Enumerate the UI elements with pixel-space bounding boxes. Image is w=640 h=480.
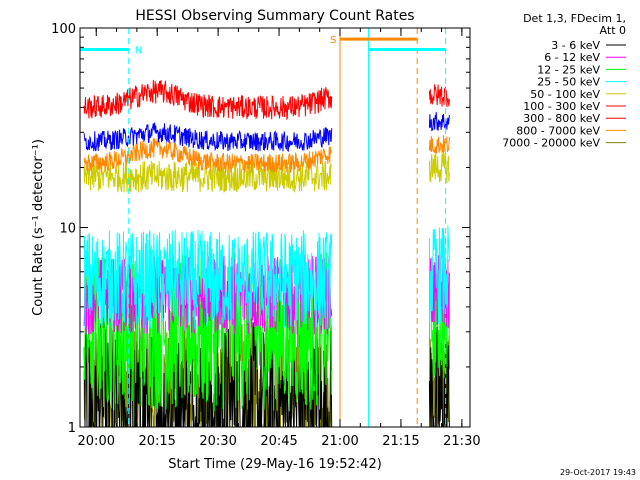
series-trace-7-segment-0 xyxy=(83,138,332,174)
series-trace-7-segment-1 xyxy=(428,135,450,154)
axes-layer: 20:00 20:15 20:30 20:45 21:00 21:15 21:30 1 10 10… xyxy=(51,22,480,449)
series-trace-0-segment-1 xyxy=(428,326,450,428)
legend-label-4: 50 - 100 keV xyxy=(530,88,600,101)
legend-label-1: 6 - 12 keV xyxy=(544,51,600,64)
y-tick-label-2: 100 xyxy=(51,22,76,37)
legend-label-6: 300 - 800 keV xyxy=(523,112,600,125)
legend-label-2: 12 - 25 keV xyxy=(537,63,600,76)
series-trace-9-segment-1 xyxy=(428,112,450,132)
legend-label-3: 25 - 50 keV xyxy=(537,76,600,89)
series-trace-9-segment-0 xyxy=(83,121,333,153)
y-tick-label-1: 10 xyxy=(59,222,76,237)
x-tick-label-2: 20:30 xyxy=(199,434,236,449)
series-trace-5-segment-0 xyxy=(83,79,333,121)
legend-header-line-2: Att 0 xyxy=(600,24,626,37)
x-tick-label-5: 21:15 xyxy=(382,434,419,449)
legend-header-line-1: Det 1,3, FDecim 1, xyxy=(523,12,626,25)
flag-label-0: N xyxy=(135,46,142,57)
series-trace-4-segment-0 xyxy=(83,160,333,193)
series-trace-5-segment-1 xyxy=(428,84,450,108)
x-axis-label: Start Time (29-May-16 19:52:42) xyxy=(168,457,382,472)
chart-title: HESSI Observing Summary Count Rates xyxy=(135,8,414,24)
legend-label-7: 800 - 7000 keV xyxy=(516,124,600,137)
legend-label-8: 7000 - 20000 keV xyxy=(502,137,600,150)
y-tick-label-0: 1 xyxy=(68,421,76,436)
data-layer xyxy=(83,79,450,429)
y-axis-label: Count Rate (s⁻¹ detector⁻¹) xyxy=(31,139,46,316)
flags-layer: NS xyxy=(80,28,447,427)
x-tick-label-1: 20:15 xyxy=(138,434,175,449)
x-tick-label-0: 20:00 xyxy=(78,434,115,449)
legend-label-5: 100 - 300 keV xyxy=(523,100,600,113)
flag-label-1: S xyxy=(330,35,336,46)
x-tick-label-6: 21:30 xyxy=(443,434,480,449)
series-trace-4-segment-1 xyxy=(428,151,450,184)
x-tick-label-3: 20:45 xyxy=(260,434,297,449)
footer-timestamp: 29-Oct-2017 19:43 xyxy=(560,468,636,477)
legend-label-0: 3 - 6 keV xyxy=(551,39,600,52)
series-trace-3-segment-0 xyxy=(83,229,333,329)
x-tick-label-4: 21:00 xyxy=(321,434,358,449)
